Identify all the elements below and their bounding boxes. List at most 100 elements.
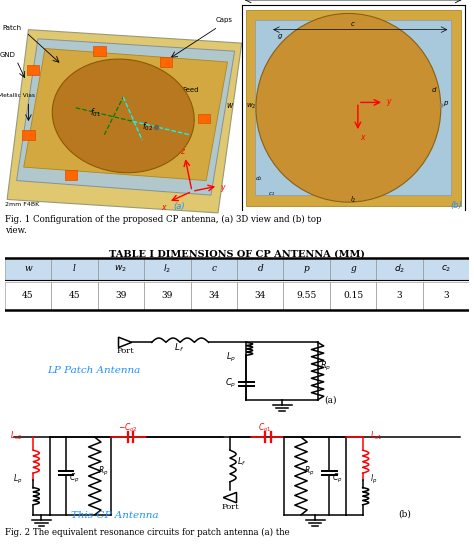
Text: $l_p$: $l_p$ xyxy=(370,473,377,486)
Text: Metallic Vias: Metallic Vias xyxy=(0,93,35,98)
Text: $y$: $y$ xyxy=(220,183,227,194)
Ellipse shape xyxy=(52,59,194,172)
Text: $y$: $y$ xyxy=(386,97,393,108)
Bar xyxy=(144,258,191,279)
Bar xyxy=(237,258,283,279)
Text: $R_p$: $R_p$ xyxy=(304,465,314,478)
Text: 3: 3 xyxy=(397,291,402,300)
Text: TABLE I DIMENSIONS OF CP ANTENNA (MM): TABLE I DIMENSIONS OF CP ANTENNA (MM) xyxy=(109,249,365,259)
Bar xyxy=(51,282,98,310)
Text: 34: 34 xyxy=(208,291,219,300)
Text: Patch: Patch xyxy=(2,25,21,31)
Bar xyxy=(160,57,172,67)
Text: c: c xyxy=(211,264,216,273)
Text: $c$: $c$ xyxy=(350,20,356,28)
Bar xyxy=(246,10,461,206)
Text: Port: Port xyxy=(116,347,134,355)
Bar xyxy=(283,258,330,279)
Text: 39: 39 xyxy=(115,291,127,300)
Bar xyxy=(330,258,376,279)
Bar xyxy=(98,258,144,279)
Bar xyxy=(27,65,39,75)
Text: $C_p$: $C_p$ xyxy=(332,472,342,485)
Text: LP Patch Antenna: LP Patch Antenna xyxy=(47,366,141,375)
Ellipse shape xyxy=(256,13,441,202)
Text: (b): (b) xyxy=(398,509,411,518)
Bar xyxy=(65,170,77,180)
Text: $C_p$: $C_p$ xyxy=(225,377,236,390)
Text: g: g xyxy=(350,264,356,273)
Text: (a): (a) xyxy=(325,396,337,405)
Bar xyxy=(330,282,376,310)
Text: $C_{o1}$: $C_{o1}$ xyxy=(258,422,272,435)
Text: w: w xyxy=(24,264,32,273)
Text: $L_{o2}$: $L_{o2}$ xyxy=(10,430,23,442)
Text: $L_f$: $L_f$ xyxy=(174,342,184,354)
Text: GND: GND xyxy=(0,52,16,58)
Bar xyxy=(376,282,423,310)
Bar xyxy=(198,114,210,123)
Text: $d_2$: $d_2$ xyxy=(255,175,263,184)
Bar xyxy=(144,282,191,310)
Text: $-C_{o2}$: $-C_{o2}$ xyxy=(118,422,137,435)
Bar xyxy=(376,258,423,279)
Bar xyxy=(255,21,451,195)
Text: $L_p$: $L_p$ xyxy=(13,473,23,486)
Text: 39: 39 xyxy=(162,291,173,300)
Text: $d_2$: $d_2$ xyxy=(394,262,405,275)
Text: $p$: $p$ xyxy=(443,99,449,108)
Text: $w_2$: $w_2$ xyxy=(115,263,127,274)
Text: $g$: $g$ xyxy=(277,32,283,41)
Text: $C_p$: $C_p$ xyxy=(69,472,79,485)
Bar xyxy=(423,282,469,310)
Text: $L_p$: $L_p$ xyxy=(226,351,236,364)
Text: 2mm F4BK: 2mm F4BK xyxy=(5,202,39,207)
Text: $f_{01}$: $f_{01}$ xyxy=(90,107,101,119)
Text: $l_2$: $l_2$ xyxy=(164,262,171,275)
Text: d: d xyxy=(257,264,263,273)
Bar xyxy=(191,282,237,310)
Text: 0.15: 0.15 xyxy=(343,291,363,300)
Text: $L_{o1}$: $L_{o1}$ xyxy=(370,430,383,442)
Text: p: p xyxy=(304,264,310,273)
Text: Fig. 1 Configuration of the proposed CP antenna, (a) 3D view and (b) top
view.: Fig. 1 Configuration of the proposed CP … xyxy=(5,214,321,235)
Bar xyxy=(283,282,330,310)
Text: Feed: Feed xyxy=(182,87,199,92)
Text: Caps: Caps xyxy=(216,17,233,22)
Text: 45: 45 xyxy=(22,291,34,300)
Text: 45: 45 xyxy=(69,291,80,300)
Text: $L_f$: $L_f$ xyxy=(237,455,246,468)
Polygon shape xyxy=(24,49,228,180)
Text: $R_p$: $R_p$ xyxy=(320,360,332,373)
Text: $c_2$: $c_2$ xyxy=(441,263,451,274)
Text: $f_{02}$: $f_{02}$ xyxy=(142,120,153,133)
Polygon shape xyxy=(7,30,242,213)
Bar xyxy=(22,130,35,139)
Polygon shape xyxy=(17,39,235,195)
Bar xyxy=(423,258,469,279)
Text: $c_2$: $c_2$ xyxy=(268,190,275,198)
Text: $x$: $x$ xyxy=(161,203,168,212)
Text: (a): (a) xyxy=(173,202,185,211)
Text: $w$: $w$ xyxy=(226,101,234,110)
Text: This CP Antenna: This CP Antenna xyxy=(71,511,159,520)
Bar xyxy=(98,282,144,310)
Text: $w_2$: $w_2$ xyxy=(246,102,257,111)
Bar xyxy=(237,282,283,310)
Text: 3: 3 xyxy=(443,291,449,300)
Bar xyxy=(5,258,51,279)
Text: $z$: $z$ xyxy=(180,147,186,156)
Text: $d$: $d$ xyxy=(431,85,438,94)
Text: $x$: $x$ xyxy=(360,133,367,142)
Text: $R_p$: $R_p$ xyxy=(98,465,108,478)
Text: $l_2$: $l_2$ xyxy=(350,195,356,206)
Bar xyxy=(93,46,106,56)
Text: (b): (b) xyxy=(450,200,462,209)
Text: 9.55: 9.55 xyxy=(297,291,317,300)
Bar xyxy=(51,258,98,279)
Text: Fig. 2 The equivalent resonance circuits for patch antenna (a) the: Fig. 2 The equivalent resonance circuits… xyxy=(5,528,290,537)
Text: l: l xyxy=(73,264,76,273)
Text: Port: Port xyxy=(221,503,239,511)
Bar xyxy=(191,258,237,279)
Text: 34: 34 xyxy=(255,291,266,300)
